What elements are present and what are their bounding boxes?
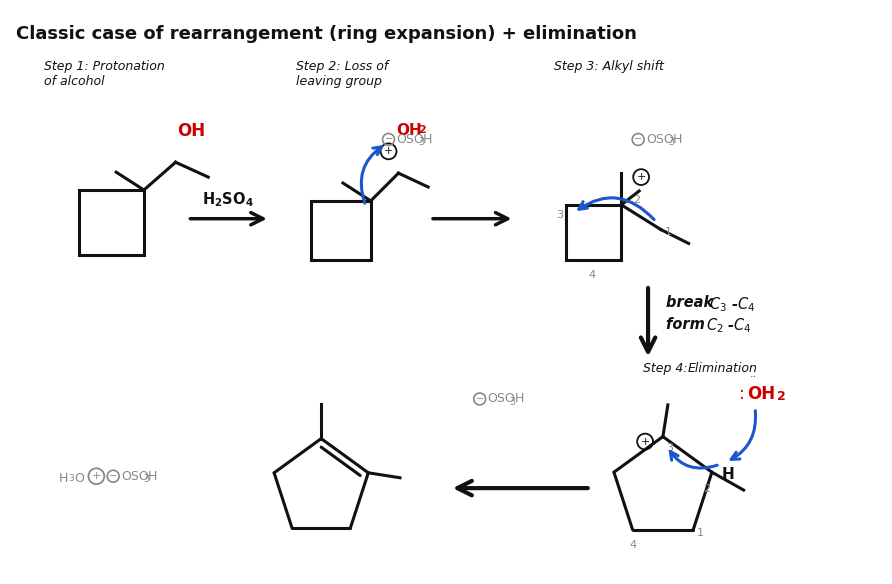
Text: :: : [739,385,745,403]
Text: 4: 4 [588,270,595,280]
Text: $C_3$: $C_3$ [709,295,727,314]
Text: 3: 3 [556,210,563,220]
Text: 1: 1 [698,528,704,538]
Text: 3: 3 [509,397,516,407]
Text: 2: 2 [777,390,786,403]
Text: OSO: OSO [488,392,516,405]
Text: +: + [636,172,646,182]
Text: OSO: OSO [646,133,673,146]
Text: H: H [722,467,734,482]
Text: −: − [475,394,483,404]
Text: -$C_4$: -$C_4$ [731,295,756,314]
Text: OH: OH [178,123,206,141]
Text: −: − [109,471,117,481]
Text: +: + [92,471,101,481]
Text: Step 2: Loss of
leaving group: Step 2: Loss of leaving group [296,60,389,88]
Text: 3: 3 [666,443,673,453]
Text: −: − [384,134,392,144]
Text: 3: 3 [143,474,149,484]
Text: O: O [75,472,85,485]
Text: 1: 1 [665,227,672,237]
Text: break: break [666,295,718,310]
Text: ··: ·· [750,372,757,382]
Text: +: + [384,147,393,157]
Text: OSO: OSO [121,470,149,483]
Text: OSO: OSO [396,133,425,146]
Text: 4: 4 [629,540,636,550]
Text: 3: 3 [668,137,674,147]
Text: −: − [634,134,642,144]
Text: Step 1: Protonation
of alcohol: Step 1: Protonation of alcohol [44,60,165,88]
Text: 2: 2 [703,484,710,494]
Text: $C_2$: $C_2$ [706,317,723,335]
Text: H: H [148,470,157,483]
Text: H: H [59,472,68,485]
Text: OH: OH [747,385,775,403]
Text: form: form [666,317,710,332]
Text: H: H [423,133,433,146]
Text: -$C_4$: -$C_4$ [727,317,751,335]
Text: H: H [673,133,682,146]
Text: H: H [515,392,524,405]
Text: Classic case of rearrangement (ring expansion) + elimination: Classic case of rearrangement (ring expa… [16,25,637,43]
Text: Step 4:: Step 4: [643,362,691,376]
Text: 2: 2 [418,124,426,134]
Text: 2: 2 [633,195,640,205]
Text: 3: 3 [69,474,74,483]
Text: Elimination: Elimination [688,362,757,376]
Text: +: + [640,437,649,447]
Text: OH: OH [396,123,422,138]
Text: Step 3: Alkyl shift: Step 3: Alkyl shift [554,60,664,73]
Text: 3: 3 [418,137,425,147]
Text: $\mathbf{H_2SO_4}$: $\mathbf{H_2SO_4}$ [202,190,254,209]
